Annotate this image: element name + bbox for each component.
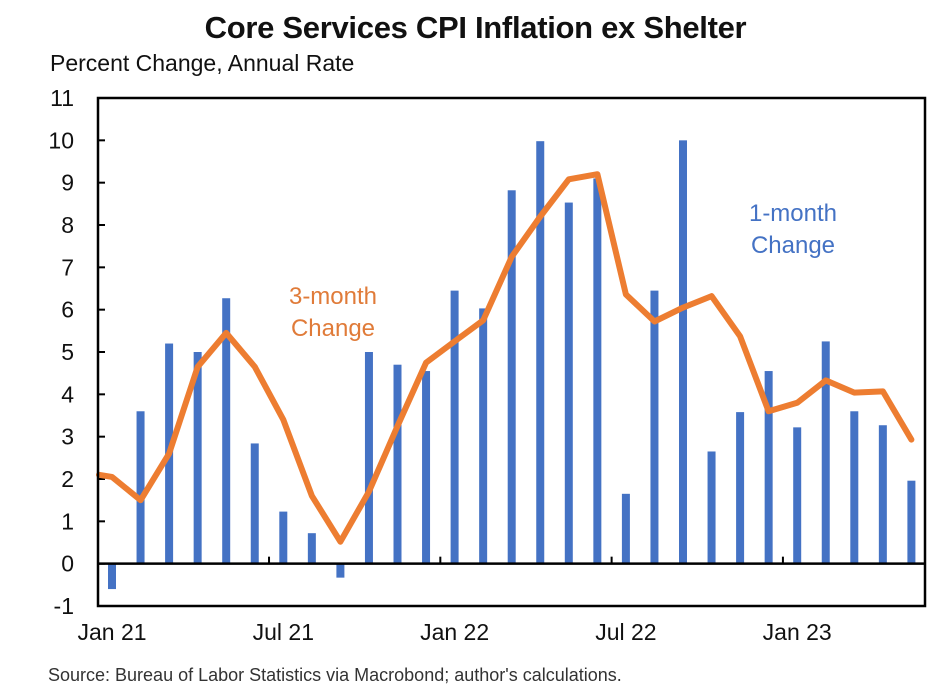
y-tick-label: 8 — [61, 212, 74, 238]
bar-apr-21 — [193, 352, 202, 564]
y-axis: -1 0 1 2 3 4 5 6 7 8 9 10 11 — [48, 85, 105, 619]
bar-sep-21 — [336, 563, 345, 578]
y-tick-label: 5 — [61, 339, 74, 365]
y-tick-label: 10 — [48, 127, 74, 153]
y-tick-label: 1 — [61, 508, 74, 534]
bar-feb-23 — [821, 341, 830, 564]
bar-aug-21 — [307, 533, 316, 564]
annotation-1-month-line-1: 1-month — [749, 200, 837, 227]
bar-sep-22 — [679, 140, 687, 564]
bar-feb-21 — [136, 411, 145, 564]
annotation-3-month-line-1: 3-month — [289, 283, 377, 310]
bar-dec-21 — [422, 371, 431, 564]
bar-apr-22 — [536, 141, 545, 564]
annotations: 3-month Change 1-month Change — [289, 200, 837, 342]
y-axis-subtitle: Percent Change, Annual Rate — [50, 50, 355, 76]
bar-jan-23 — [793, 427, 802, 564]
bar-jul-22 — [621, 493, 630, 564]
y-tick-label: 3 — [61, 424, 74, 450]
y-tick-label: 4 — [61, 381, 74, 407]
bar-jul-21 — [279, 511, 288, 564]
bar-aug-22 — [650, 290, 659, 564]
y-tick-label: 6 — [61, 297, 74, 323]
y-tick-label: 0 — [61, 551, 74, 577]
source-note: Source: Bureau of Labor Statistics via M… — [48, 665, 622, 685]
x-tick-label: Jul 21 — [253, 619, 314, 645]
y-tick-label: 2 — [61, 466, 74, 492]
plot-frame — [96, 96, 927, 608]
x-tick-label: Jan 22 — [420, 619, 489, 645]
y-tick-label: 9 — [61, 170, 74, 196]
chart-title: Core Services CPI Inflation ex Shelter — [204, 10, 747, 45]
bar-jan-22 — [450, 290, 459, 564]
x-tick-label: Jul 22 — [595, 619, 656, 645]
bar-dec-22 — [764, 371, 773, 564]
bar-mar-22 — [507, 190, 516, 564]
annotation-1-month-line-2: Change — [751, 232, 835, 259]
bar-may-21 — [222, 298, 231, 564]
bar-oct-21 — [364, 352, 373, 564]
y-tick-label: 7 — [61, 254, 74, 280]
bar-apr-23 — [878, 425, 887, 564]
x-tick-label: Jan 23 — [763, 619, 832, 645]
x-axis: Jan 21 Jul 21 Jan 22 Jul 22 Jan 23 — [77, 556, 832, 645]
bar-mar-23 — [850, 411, 859, 564]
line-series-3-month — [96, 171, 915, 545]
y-tick-label: -1 — [54, 593, 74, 619]
bar-may-23 — [907, 480, 916, 564]
bar-jan-21 — [108, 563, 116, 590]
bar-jun-21 — [250, 443, 259, 564]
annotation-3-month-line-2: Change — [291, 315, 375, 342]
x-tick-label: Jan 21 — [77, 619, 146, 645]
y-tick-label: 11 — [50, 85, 74, 111]
bar-nov-22 — [736, 412, 745, 564]
bar-jun-22 — [593, 178, 602, 564]
bar-may-22 — [564, 202, 573, 564]
bar-nov-21 — [393, 364, 402, 564]
bar-series-1-month — [108, 140, 916, 590]
bar-feb-22 — [479, 308, 488, 564]
bar-oct-22 — [707, 451, 716, 564]
